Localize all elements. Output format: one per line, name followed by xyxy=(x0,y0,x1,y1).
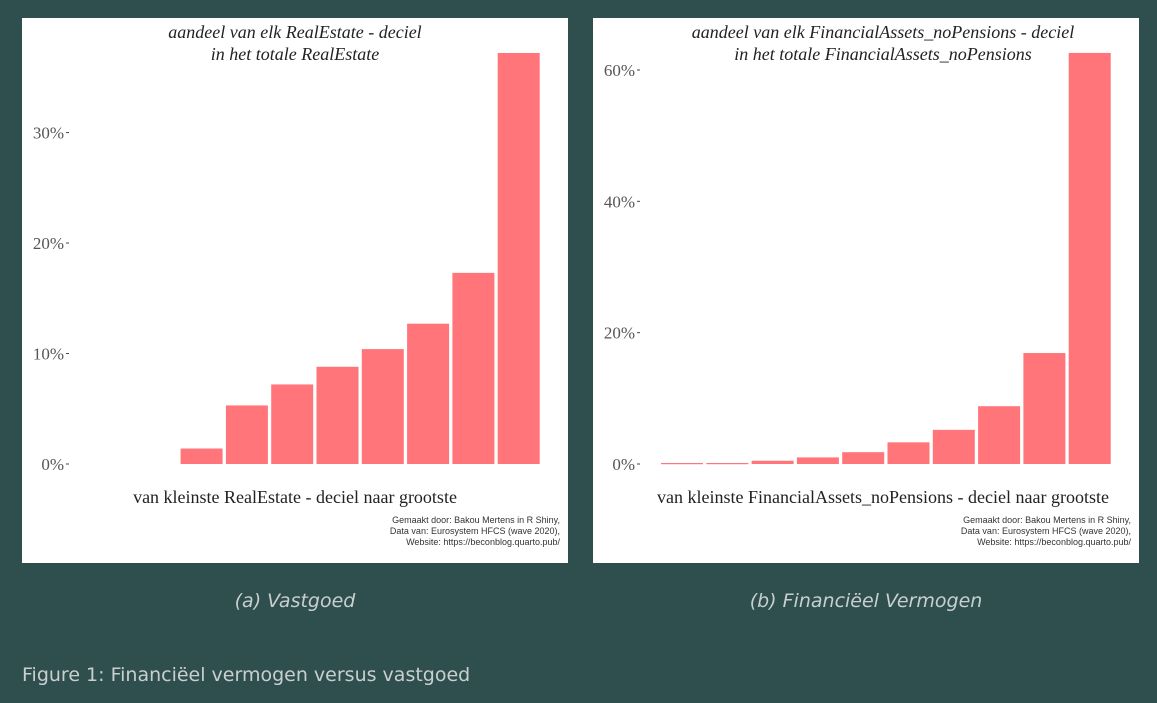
y-tick-label: 40% xyxy=(604,192,635,211)
chart-title-line: aandeel van elk RealEstate - deciel xyxy=(168,22,421,42)
bar-decile-2 xyxy=(706,463,749,465)
y-tick-label: 0% xyxy=(612,455,635,474)
chart-caption-line: Website: https://beconblog.quarto.pub/ xyxy=(406,537,560,547)
bar-decile-5 xyxy=(271,384,314,464)
subcaption-b: (b) Financiëel Vermogen xyxy=(749,590,983,612)
bar-decile-5 xyxy=(842,452,885,464)
chart-title-line: aandeel van elk FinancialAssets_noPensio… xyxy=(692,22,1074,42)
bar-decile-6 xyxy=(316,366,359,464)
bar-decile-7 xyxy=(361,349,404,464)
chart-title-line: in het totale RealEstate xyxy=(211,44,379,64)
x-axis-label: van kleinste FinancialAssets_noPensions … xyxy=(657,487,1109,507)
bar-decile-6 xyxy=(887,442,930,464)
chart-caption-line: Data van: Eurosystem HFCS (wave 2020), xyxy=(961,526,1131,536)
y-tick-label: 20% xyxy=(604,324,635,343)
y-tick-label: 60% xyxy=(604,61,635,80)
chart-caption-line: Gemaakt door: Bakou Mertens in R Shiny, xyxy=(392,515,560,525)
bar-decile-10 xyxy=(1068,52,1111,464)
bar-decile-4 xyxy=(225,405,268,464)
bar-decile-9 xyxy=(1023,353,1066,464)
chart-panel-real-estate: aandeel van elk RealEstate - deciel in he… xyxy=(22,18,568,563)
subcaption-a: (a) Vastgoed xyxy=(234,590,356,612)
y-tick-label: 0% xyxy=(41,455,64,474)
bar-decile-3 xyxy=(180,448,223,464)
x-axis-label: van kleinste RealEstate - deciel naar gr… xyxy=(133,487,457,507)
bar-decile-1 xyxy=(661,463,703,465)
chart-caption-line: Website: https://beconblog.quarto.pub/ xyxy=(977,537,1131,547)
chart-caption-line: Gemaakt door: Bakou Mertens in R Shiny, xyxy=(963,515,1131,525)
chart-panel-financial-assets: aandeel van elk FinancialAssets_noPensio… xyxy=(593,18,1139,563)
y-tick-label: 30% xyxy=(33,124,64,143)
bar-decile-4 xyxy=(796,457,839,464)
y-tick-label: 10% xyxy=(33,345,64,364)
bar-decile-8 xyxy=(978,406,1021,464)
bar-decile-8 xyxy=(407,323,450,464)
bar-chart-financial-assets: aandeel van elk FinancialAssets_noPensio… xyxy=(604,22,1132,547)
bar-decile-10 xyxy=(497,53,540,464)
chart-title-line: in het totale FinancialAssets_noPensions xyxy=(734,44,1031,64)
chart-caption-line: Data van: Eurosystem HFCS (wave 2020), xyxy=(390,526,560,536)
bar-decile-9 xyxy=(452,272,495,464)
bar-decile-7 xyxy=(932,429,975,464)
bar-decile-3 xyxy=(751,460,794,464)
figure-caption: Figure 1: Financiëel vermogen versus vas… xyxy=(22,664,471,686)
y-tick-label: 20% xyxy=(33,234,64,253)
